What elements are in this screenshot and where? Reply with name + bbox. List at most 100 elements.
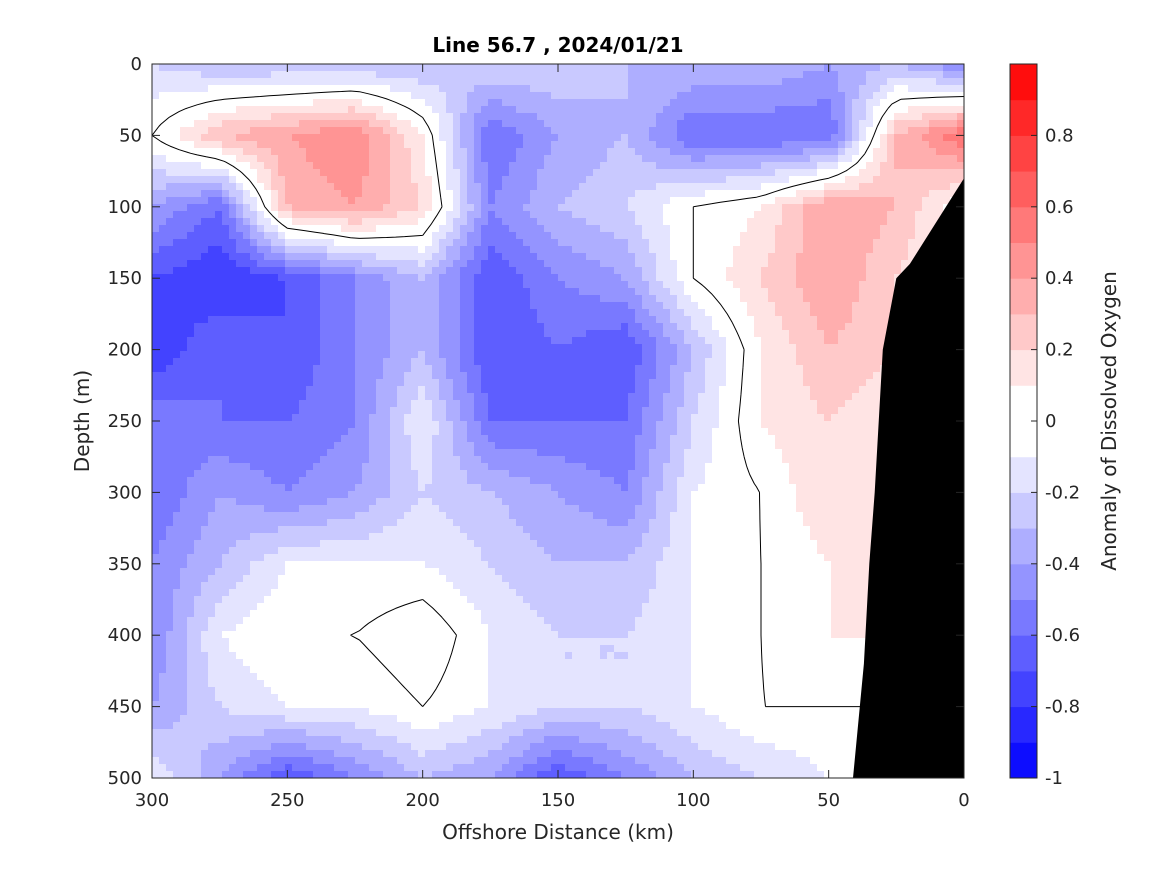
- field-cell: [348, 281, 356, 289]
- field-cell: [159, 71, 167, 79]
- field-cell: [292, 183, 300, 191]
- field-cell: [635, 267, 643, 275]
- field-cell: [299, 106, 307, 114]
- field-cell: [705, 302, 713, 310]
- field-cell: [257, 99, 265, 107]
- field-cell: [887, 106, 895, 114]
- field-cell: [376, 302, 384, 310]
- field-cell: [404, 99, 412, 107]
- field-cell: [600, 169, 608, 177]
- field-cell: [222, 190, 230, 198]
- field-cell: [313, 281, 321, 289]
- field-cell: [180, 120, 188, 128]
- field-cell: [278, 113, 286, 121]
- field-cell: [425, 197, 433, 205]
- field-cell: [509, 85, 517, 93]
- field-cell: [663, 288, 671, 296]
- field-cell: [411, 162, 419, 170]
- field-cell: [936, 204, 944, 212]
- field-cell: [194, 120, 202, 128]
- field-cell: [404, 64, 412, 72]
- field-cell: [355, 239, 363, 247]
- field-cell: [250, 106, 258, 114]
- field-cell: [467, 162, 475, 170]
- field-cell: [768, 120, 776, 128]
- field-cell: [236, 71, 244, 79]
- field-cell: [243, 281, 251, 289]
- field-cell: [341, 288, 349, 296]
- field-cell: [642, 288, 650, 296]
- field-cell: [838, 218, 846, 226]
- field-cell: [159, 323, 167, 331]
- field-cell: [432, 267, 440, 275]
- field-cell: [474, 85, 482, 93]
- field-cell: [810, 218, 818, 226]
- field-cell: [831, 309, 839, 317]
- field-cell: [824, 225, 832, 233]
- field-cell: [194, 106, 202, 114]
- field-cell: [726, 225, 734, 233]
- field-cell: [747, 344, 755, 352]
- field-cell: [355, 323, 363, 331]
- field-cell: [600, 295, 608, 303]
- field-cell: [509, 169, 517, 177]
- field-cell: [712, 78, 720, 86]
- field-cell: [761, 197, 769, 205]
- field-cell: [782, 288, 790, 296]
- field-cell: [740, 337, 748, 345]
- field-cell: [684, 71, 692, 79]
- field-cell: [439, 106, 447, 114]
- field-cell: [810, 148, 818, 156]
- field-cell: [194, 246, 202, 254]
- field-cell: [201, 295, 209, 303]
- field-cell: [215, 225, 223, 233]
- field-cell: [194, 358, 202, 366]
- field-cell: [712, 127, 720, 135]
- field-cell: [908, 211, 916, 219]
- field-cell: [593, 260, 601, 268]
- field-cell: [516, 232, 524, 240]
- field-cell: [187, 78, 195, 86]
- field-cell: [565, 134, 573, 142]
- field-cell: [299, 176, 307, 184]
- field-cell: [894, 148, 902, 156]
- field-cell: [166, 183, 174, 191]
- field-cell: [229, 85, 237, 93]
- field-cell: [152, 246, 160, 254]
- field-cell: [684, 288, 692, 296]
- field-cell: [397, 309, 405, 317]
- field-cell: [635, 351, 643, 359]
- field-cell: [348, 183, 356, 191]
- field-cell: [194, 169, 202, 177]
- field-cell: [439, 260, 447, 268]
- field-cell: [516, 176, 524, 184]
- field-cell: [446, 316, 454, 324]
- field-cell: [894, 99, 902, 107]
- field-cell: [446, 155, 454, 163]
- field-cell: [572, 253, 580, 261]
- field-cell: [383, 253, 391, 261]
- field-cell: [481, 211, 489, 219]
- field-cell: [327, 344, 335, 352]
- field-cell: [460, 295, 468, 303]
- field-cell: [166, 246, 174, 254]
- field-cell: [593, 85, 601, 93]
- field-cell: [621, 197, 629, 205]
- field-cell: [509, 337, 517, 345]
- field-cell: [537, 288, 545, 296]
- field-cell: [551, 260, 559, 268]
- field-cell: [621, 127, 629, 135]
- field-cell: [789, 78, 797, 86]
- field-cell: [222, 71, 230, 79]
- field-cell: [908, 169, 916, 177]
- field-cell: [754, 246, 762, 254]
- field-cell: [523, 127, 531, 135]
- field-cell: [348, 71, 356, 79]
- field-cell: [159, 295, 167, 303]
- field-cell: [894, 183, 902, 191]
- field-cell: [439, 302, 447, 310]
- field-cell: [873, 120, 881, 128]
- field-cell: [628, 85, 636, 93]
- field-cell: [845, 232, 853, 240]
- field-cell: [789, 323, 797, 331]
